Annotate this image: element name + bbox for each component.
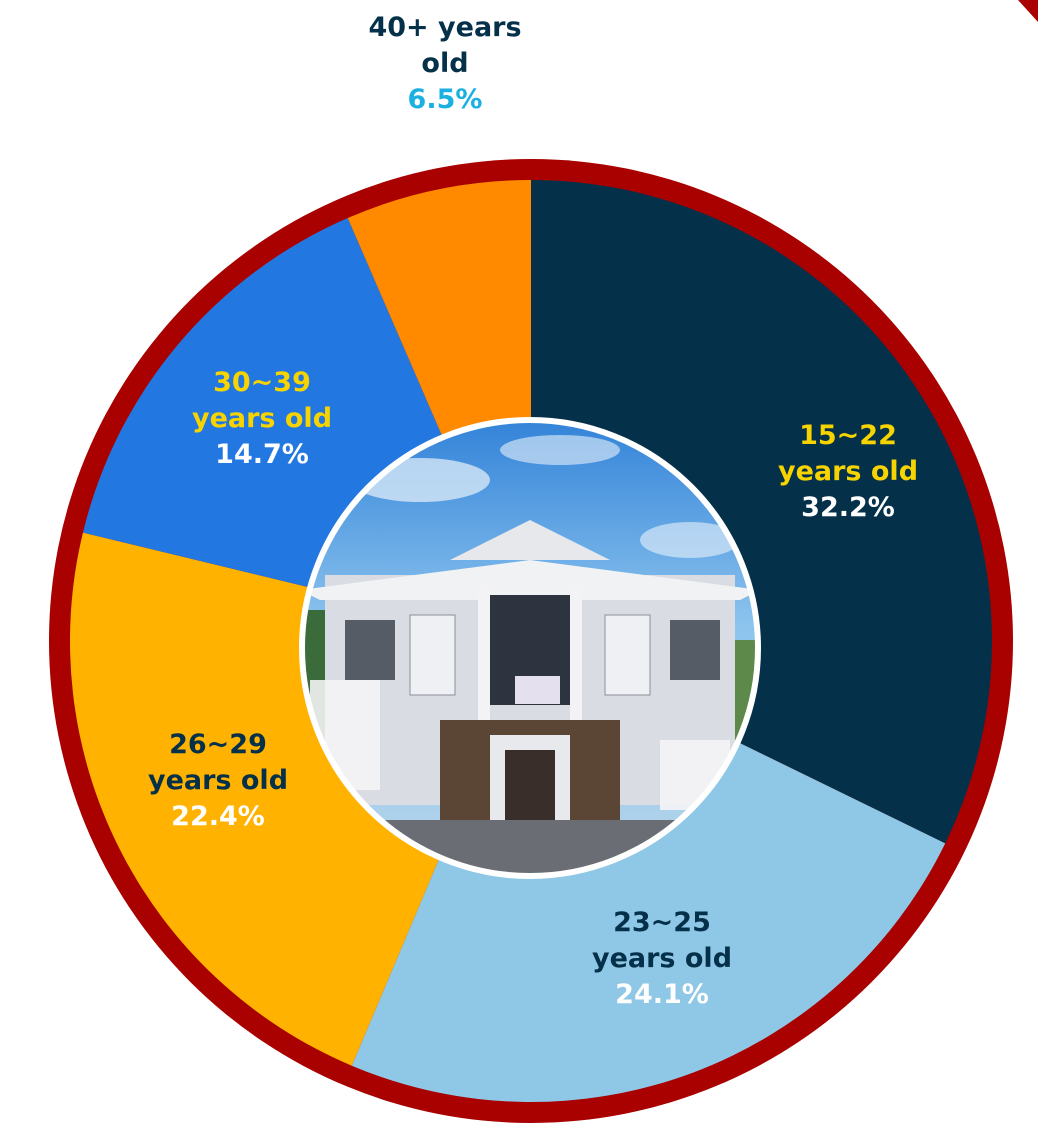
center-photo	[302, 420, 758, 876]
photo-border	[299, 417, 761, 879]
category-label: 26~29 years old	[147, 729, 289, 796]
slice-label: 30~39 years old 14.7%	[167, 365, 357, 473]
value-label: 32.2%	[801, 492, 895, 523]
slice-label: 15~22 years old 32.2%	[753, 418, 943, 526]
value-label: 22.4%	[171, 801, 265, 832]
corner-shape	[1018, 0, 1038, 22]
slice-label: 23~25 years old 24.1%	[567, 905, 757, 1013]
slice-label: 40+ years old 6.5%	[350, 10, 540, 118]
value-label: 6.5%	[407, 84, 483, 115]
category-label: 30~39 years old	[191, 367, 333, 434]
slice-label: 26~29 years old 22.4%	[123, 727, 313, 835]
category-label: 15~22 years old	[777, 420, 919, 487]
category-label: 23~25 years old	[591, 907, 733, 974]
value-label: 14.7%	[215, 439, 309, 470]
category-label: 40+ years old	[368, 12, 522, 79]
value-label: 24.1%	[615, 979, 709, 1010]
